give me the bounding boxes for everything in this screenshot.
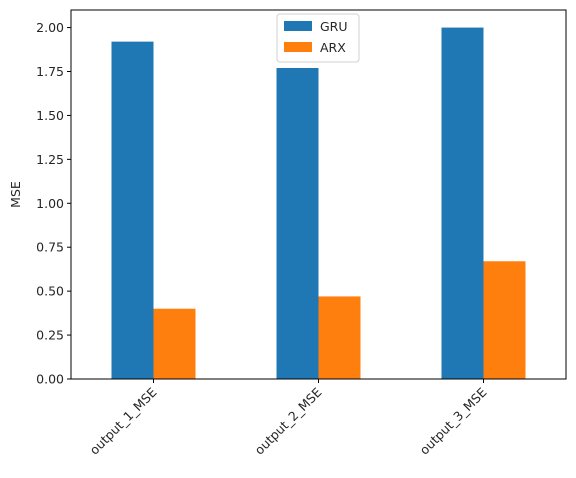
x-axis-ticks: output_1_MSE output_2_MSE output_3_MSE [87,379,490,458]
bar-gru-output_3_MSE [441,27,484,379]
y-tick-label: 2.00 [36,20,64,35]
x-tick-label: output_3_MSE [417,384,490,457]
legend-label-gru: GRU [320,19,348,34]
x-tick-label: output_2_MSE [252,384,325,457]
bar-gru-output_1_MSE [111,41,154,379]
bar-gru-output_2_MSE [276,67,319,379]
y-tick-label: 1.00 [36,196,64,211]
bar-arx-output_1_MSE [153,308,196,379]
y-axis-label: MSE [8,181,23,208]
legend-swatch-gru [284,21,312,31]
x-tick-label: output_1_MSE [87,384,160,457]
y-tick-label: 0.00 [36,372,64,387]
bar-arx-output_3_MSE [483,261,526,379]
plot-frame [70,9,567,380]
y-tick-label: 1.50 [36,108,64,123]
y-axis-ticks: 0.00 0.25 0.50 0.75 1.00 1.25 1.50 1.75 2.00 [36,20,71,387]
legend: GRU ARX [276,13,360,63]
y-tick-label: 1.75 [36,64,64,79]
y-tick-label: 0.25 [36,328,64,343]
y-tick-label: 0.75 [36,240,64,255]
legend-label-arx: ARX [320,40,346,55]
bars [111,27,526,379]
y-tick-label: 1.25 [36,152,64,167]
y-tick-label: 0.50 [36,284,64,299]
legend-swatch-arx [284,42,312,52]
bar-arx-output_2_MSE [318,296,361,379]
